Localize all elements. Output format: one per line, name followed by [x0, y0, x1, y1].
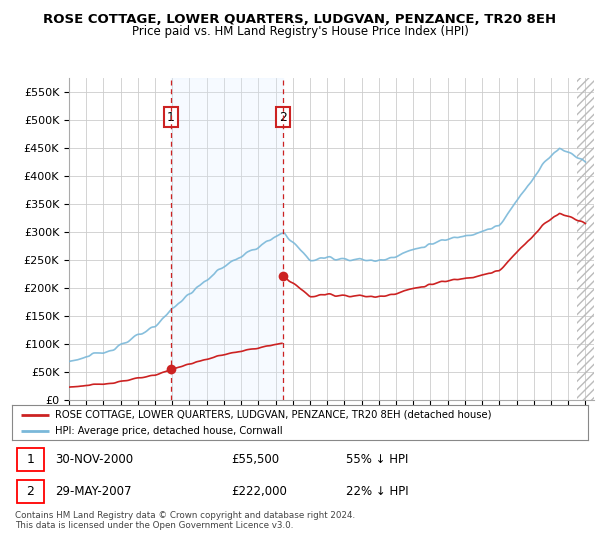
FancyBboxPatch shape: [17, 447, 44, 471]
Text: ROSE COTTAGE, LOWER QUARTERS, LUDGVAN, PENZANCE, TR20 8EH: ROSE COTTAGE, LOWER QUARTERS, LUDGVAN, P…: [43, 13, 557, 26]
Text: £222,000: £222,000: [231, 485, 287, 498]
Text: 30-NOV-2000: 30-NOV-2000: [55, 452, 133, 466]
Text: HPI: Average price, detached house, Cornwall: HPI: Average price, detached house, Corn…: [55, 426, 283, 436]
Bar: [171, 78, 283, 400]
Text: 22% ↓ HPI: 22% ↓ HPI: [346, 485, 409, 498]
Text: ROSE COTTAGE, LOWER QUARTERS, LUDGVAN, PENZANCE, TR20 8EH (detached house): ROSE COTTAGE, LOWER QUARTERS, LUDGVAN, P…: [55, 409, 492, 419]
Text: 55% ↓ HPI: 55% ↓ HPI: [346, 452, 409, 466]
Text: £55,500: £55,500: [231, 452, 279, 466]
Text: 1: 1: [167, 110, 175, 124]
Text: 2: 2: [278, 110, 287, 124]
Text: 1: 1: [26, 452, 34, 466]
Bar: [577, 78, 594, 400]
Text: 29-MAY-2007: 29-MAY-2007: [55, 485, 132, 498]
Text: 2: 2: [26, 485, 34, 498]
Text: Price paid vs. HM Land Registry's House Price Index (HPI): Price paid vs. HM Land Registry's House …: [131, 25, 469, 38]
FancyBboxPatch shape: [17, 480, 44, 503]
Text: Contains HM Land Registry data © Crown copyright and database right 2024.
This d: Contains HM Land Registry data © Crown c…: [15, 511, 355, 530]
Bar: [577, 78, 594, 400]
